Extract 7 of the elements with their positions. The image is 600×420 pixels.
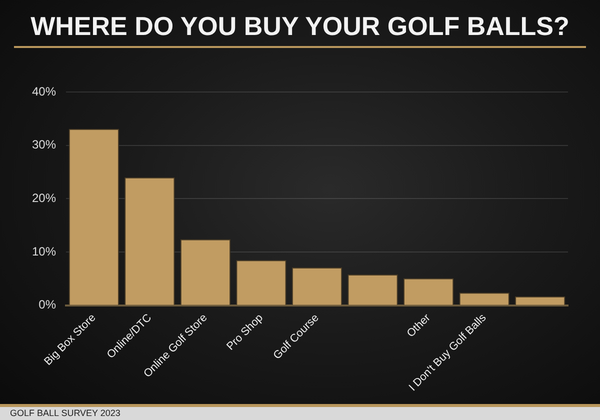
y-tick-label: 0% [38,298,56,312]
y-tick-label: 10% [32,244,56,258]
y-tick-label: 40% [32,84,56,98]
text: GOLF BALL SURVEY 2023 [10,407,120,420]
y-tick-label: 20% [32,191,56,206]
y-tick-label: 30% [32,138,56,152]
chart-title: WHERE DO YOU BUY YOUR GOLF BALLS? [14,6,586,48]
